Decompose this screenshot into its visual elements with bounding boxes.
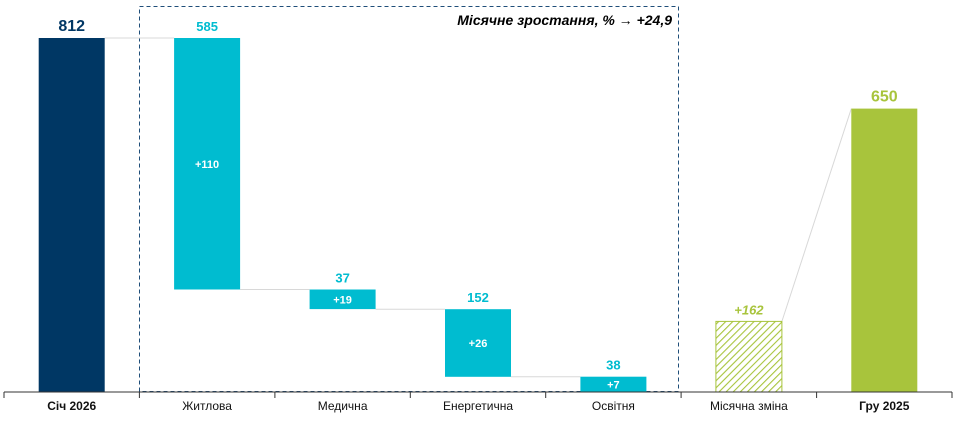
x-tick-label: Енергетична (443, 399, 513, 413)
connector-lines (104, 37, 852, 378)
step-label: +26 (469, 338, 488, 350)
labels-group: 812 585 37 152 38 +162 650 +110 +19 +26 +7 (58, 18, 897, 391)
top-label: 650 (871, 89, 898, 106)
bar-6 (715, 320, 783, 393)
bar-7 (851, 108, 918, 392)
top-label: 585 (196, 19, 218, 34)
top-label: 812 (58, 18, 85, 35)
step-label: +7 (607, 379, 620, 391)
x-tick-label: Січ 2026 (47, 399, 96, 413)
step-label: +110 (195, 159, 219, 171)
bar-5 (580, 376, 647, 392)
category-labels: Січ 2026 Житлова Медична Енергетична Освітня… (47, 399, 910, 413)
x-axis-ticks (3, 392, 953, 398)
top-label: 152 (467, 290, 489, 305)
bar-2 (174, 38, 241, 290)
top-label: 37 (335, 271, 349, 286)
top-label: +162 (734, 302, 764, 317)
x-tick-label: Місячна зміна (710, 399, 788, 413)
x-tick-label: Гру 2025 (859, 399, 910, 413)
step-label: +19 (333, 294, 352, 306)
growth-annotation: Місячне зростання, % → +24,9 (457, 12, 672, 28)
x-tick-label: Медична (318, 399, 368, 413)
bar-3 (309, 289, 376, 310)
x-tick-label: Освітня (592, 399, 635, 413)
bar-4 (445, 309, 511, 377)
connector-line (781, 108, 852, 322)
top-label: 38 (606, 358, 620, 373)
x-tick-label: Житлова (182, 399, 232, 413)
bar-1 (38, 38, 105, 392)
